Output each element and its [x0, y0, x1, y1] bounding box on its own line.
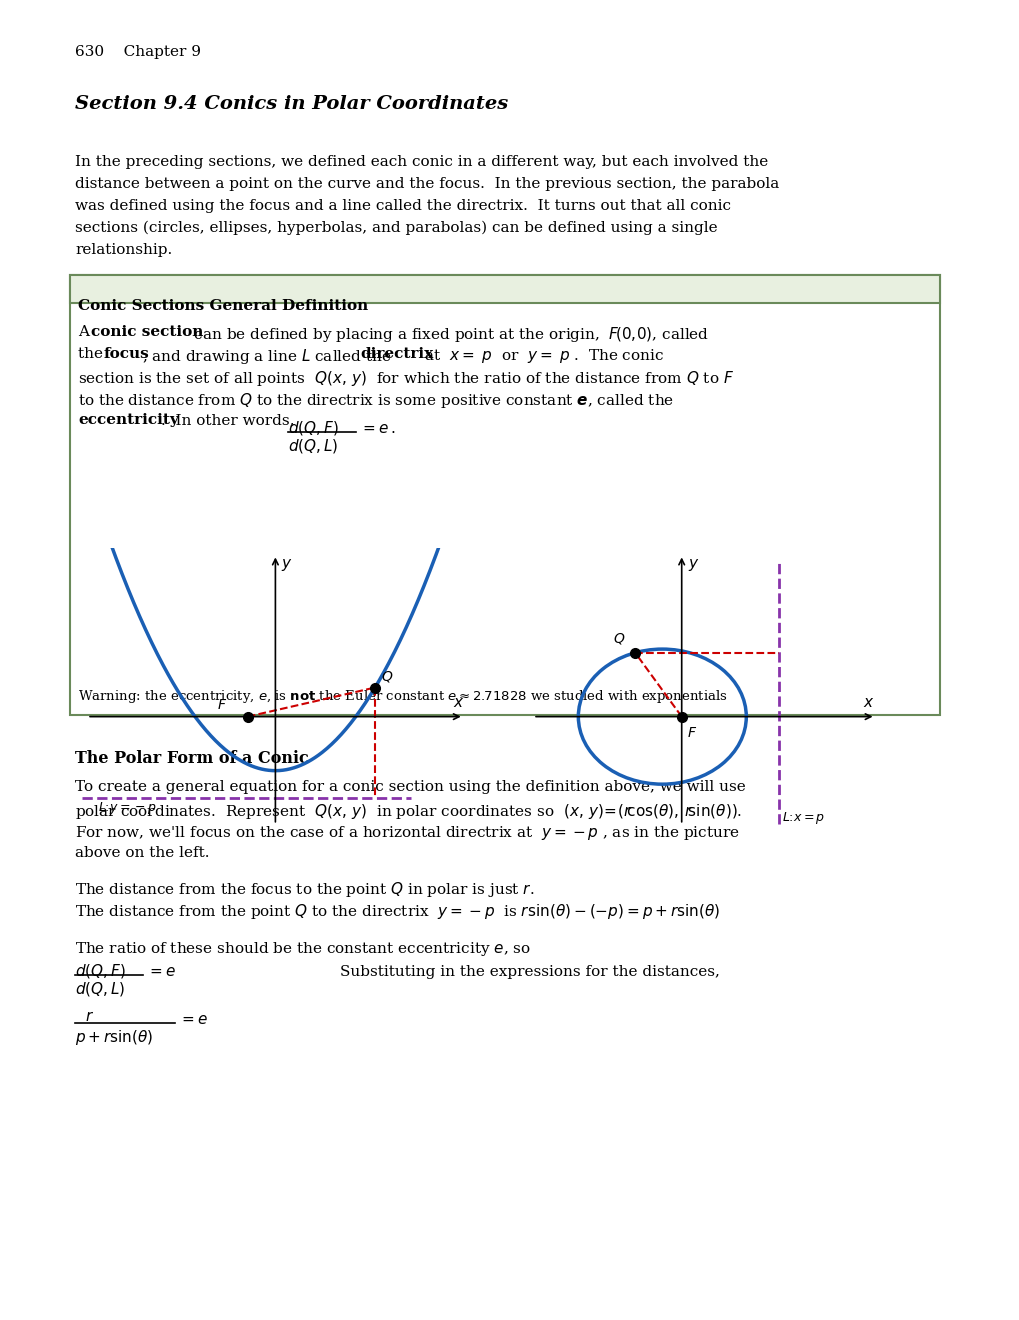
- Text: $r$: $r$: [85, 1010, 94, 1024]
- Text: The Polar Form of a Conic: The Polar Form of a Conic: [75, 750, 309, 767]
- Text: The distance from the point $Q$ to the directrix  $y=-p$  is $r\sin(\theta)-(-p): The distance from the point $Q$ to the d…: [75, 902, 719, 921]
- Text: $Q$: $Q$: [380, 669, 392, 684]
- Text: polar coordinates.  Represent  $Q(x,\,y)$  in polar coordinates so  $(x,\,y)\!=\: polar coordinates. Represent $Q(x,\,y)$ …: [75, 803, 742, 821]
- Text: $Q$: $Q$: [612, 631, 625, 645]
- Text: section is the set of all points  $Q(x,\,y)$  for which the ratio of the distanc: section is the set of all points $Q(x,\,…: [77, 370, 734, 388]
- Text: In the preceding sections, we defined each conic in a different way, but each in: In the preceding sections, we defined ea…: [75, 154, 767, 169]
- FancyBboxPatch shape: [70, 275, 940, 715]
- Text: at  $x =\;p$  or  $y =\;p$ .  The conic: at $x =\;p$ or $y =\;p$ . The conic: [420, 347, 663, 366]
- Text: The ratio of these should be the constant eccentricity $e$, so: The ratio of these should be the constan…: [75, 940, 531, 958]
- Text: $L\colon x=p$: $L\colon x=p$: [782, 810, 824, 826]
- Text: sections (circles, ellipses, hyperbolas, and parabolas) can be defined using a s: sections (circles, ellipses, hyperbolas,…: [75, 220, 717, 235]
- Text: , and drawing a line $L$ called the: , and drawing a line $L$ called the: [142, 347, 392, 366]
- Text: $= e\,.$: $= e\,.$: [360, 422, 395, 436]
- Text: Section 9.4 Conics in Polar Coordinates: Section 9.4 Conics in Polar Coordinates: [75, 95, 507, 114]
- Text: the: the: [77, 347, 108, 360]
- Text: $= e$: $= e$: [147, 965, 176, 979]
- Text: $d(Q,L)$: $d(Q,L)$: [75, 979, 125, 998]
- Text: was defined using the focus and a line called the directrix.  It turns out that : was defined using the focus and a line c…: [75, 199, 731, 213]
- Text: distance between a point on the curve and the focus.  In the previous section, t: distance between a point on the curve an…: [75, 177, 779, 191]
- Text: Conic Sections General Definition: Conic Sections General Definition: [77, 300, 368, 313]
- Text: $y$: $y$: [688, 557, 699, 573]
- FancyBboxPatch shape: [70, 275, 940, 304]
- Text: A: A: [77, 325, 94, 339]
- Text: Substituting in the expressions for the distances,: Substituting in the expressions for the …: [339, 965, 719, 979]
- Text: to the distance from $Q$ to the directrix is some positive constant $\boldsymbol: to the distance from $Q$ to the directri…: [77, 391, 674, 411]
- Text: $x$: $x$: [452, 696, 464, 710]
- Text: Warning: the eccentricity, $e$, is $\mathbf{not}$ the Euler constant $e \approx : Warning: the eccentricity, $e$, is $\mat…: [77, 688, 727, 705]
- Text: $F$: $F$: [686, 726, 696, 741]
- Text: $d(Q,L)$: $d(Q,L)$: [287, 437, 338, 455]
- Text: relationship.: relationship.: [75, 243, 172, 257]
- Text: above on the left.: above on the left.: [75, 846, 209, 861]
- Text: conic section: conic section: [91, 325, 203, 339]
- Text: can be defined by placing a fixed point at the origin,  $F\!(0,\!0)$, called: can be defined by placing a fixed point …: [189, 325, 708, 345]
- Text: 630    Chapter 9: 630 Chapter 9: [75, 45, 201, 59]
- Text: $d(Q,F)$: $d(Q,F)$: [75, 962, 125, 979]
- Text: eccentricity: eccentricity: [77, 413, 178, 426]
- Text: $x$: $x$: [862, 696, 873, 710]
- Text: $p + r\sin(\theta)$: $p + r\sin(\theta)$: [75, 1028, 153, 1047]
- Text: $d(Q,F)$: $d(Q,F)$: [287, 418, 338, 437]
- Text: For now, we'll focus on the case of a horizontal directrix at  $y=-p$ , as in th: For now, we'll focus on the case of a ho…: [75, 824, 739, 842]
- Text: focus: focus: [104, 347, 150, 360]
- Text: $L\colon y=-p$: $L\colon y=-p$: [98, 800, 157, 816]
- Text: directrix: directrix: [360, 347, 433, 360]
- Text: The distance from the focus to the point $Q$ in polar is just $r$.: The distance from the focus to the point…: [75, 880, 534, 899]
- Text: $y$: $y$: [280, 557, 292, 573]
- Text: .  In other words,: . In other words,: [161, 413, 294, 426]
- Text: To create a general equation for a conic section using the definition above, we : To create a general equation for a conic…: [75, 780, 745, 795]
- Text: $= e$: $= e$: [178, 1012, 208, 1027]
- Text: $F$: $F$: [217, 697, 227, 711]
